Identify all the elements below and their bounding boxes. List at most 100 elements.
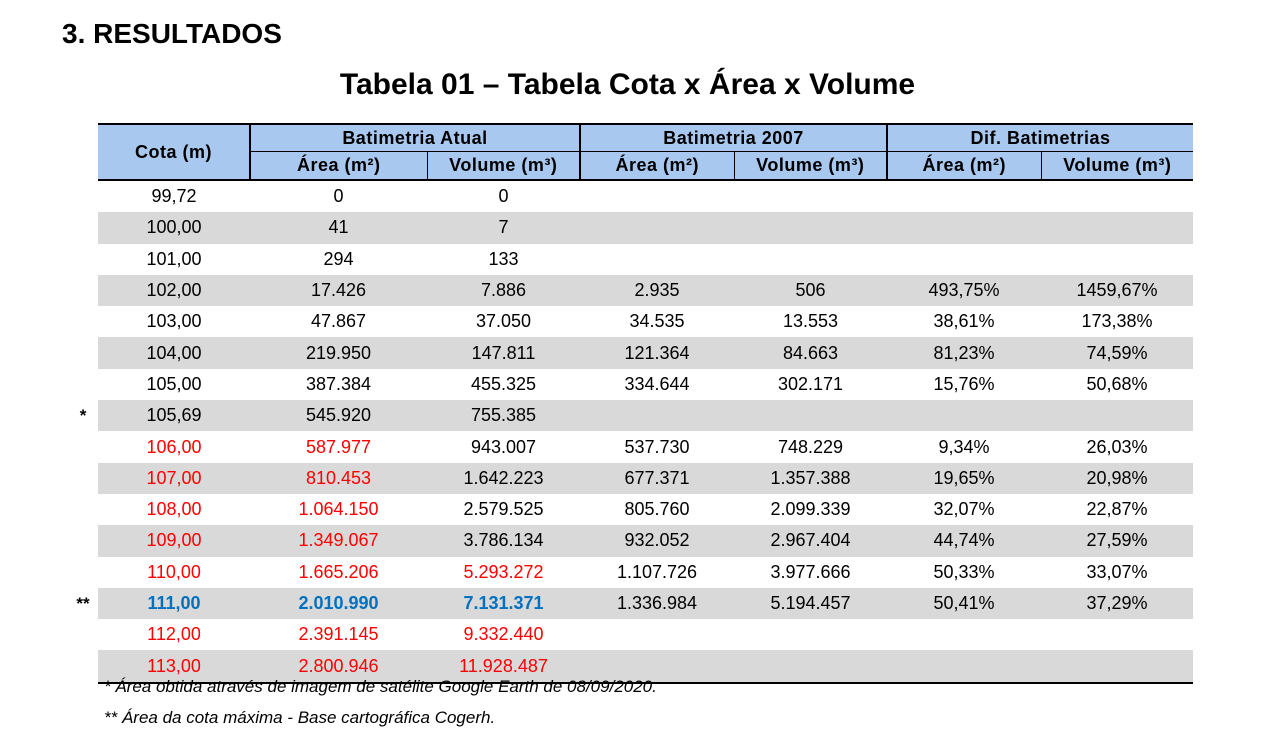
table-cell: 44,74% — [887, 525, 1042, 557]
table-cell: 13.553 — [782, 311, 839, 332]
table-cell: 147.811 — [427, 337, 580, 369]
table-cell — [887, 180, 1041, 212]
table-cell: 84.663 — [734, 337, 888, 369]
table-cell — [887, 400, 1042, 432]
table-cell: 133 — [488, 248, 519, 269]
cota-area-volume-table: Cota (m) Batimetria Atual Batimetria 200… — [98, 123, 1194, 684]
table-cell: 11.928.487 — [427, 650, 580, 684]
table-body: 99,72 0 0 100,00 41 7 101,00 294 133 102,00 17.426… — [98, 180, 1194, 684]
table-cell: 22,87% — [1086, 499, 1148, 520]
table-cell — [734, 400, 888, 432]
table-cell: 19,65% — [887, 462, 1042, 494]
table-cell: 587.977 — [305, 436, 372, 457]
table-cell: 493,75% — [887, 274, 1042, 307]
table-cell: 1.642.223 — [427, 462, 580, 494]
header-area-dif: Área (m²) — [886, 151, 1042, 181]
table-cell: 17.426 — [250, 274, 427, 307]
table-cell: 32,07% — [933, 499, 995, 520]
table-cell: 1.107.726 — [616, 561, 698, 582]
table-cell: 1.349.067 — [250, 525, 427, 557]
table-cell: 1.357.388 — [734, 462, 888, 494]
table-cell: 1.064.150 — [298, 499, 379, 520]
table-row: 113,00 2.800.946 11.928.487 — [98, 650, 1194, 684]
table-cell — [580, 650, 734, 684]
header-volume-atual: Volume (m³) — [426, 151, 580, 181]
header-group-batimetria-2007: Batimetria 2007 — [578, 123, 888, 152]
table-row: 99,72 0 0 — [98, 180, 1193, 212]
table-cell: 3.977.666 — [770, 561, 851, 582]
table-cell: 7.131.371 — [427, 587, 580, 620]
table-cell: 302.171 — [777, 373, 844, 394]
table-cell — [734, 212, 888, 244]
header-volume-2007: Volume (m³) — [733, 151, 888, 181]
table-cell — [580, 400, 734, 432]
table-cell: 106,00 — [146, 436, 202, 457]
table-row: 108,00 1.064.150 2.579.525 805.760 2.099.339… — [98, 494, 1193, 525]
table-cell: 755.385 — [427, 400, 580, 432]
table-cell — [1041, 244, 1193, 275]
table-cell — [1041, 650, 1194, 684]
table-cell: 74,59% — [1041, 337, 1194, 369]
table-cell: 38,61% — [933, 311, 995, 332]
table-cell — [580, 619, 734, 650]
table-row: 105,69 545.920 755.385 — [98, 400, 1194, 432]
table-row: 112,00 2.391.145 9.332.440 — [98, 619, 1193, 650]
table-cell — [1041, 400, 1194, 432]
table-cell: 112,00 — [147, 624, 201, 645]
table-cell: 15,76% — [933, 373, 995, 394]
table-cell: 37.050 — [475, 311, 532, 332]
header-volume-dif: Volume (m³) — [1040, 151, 1194, 181]
table-cell: 2.800.946 — [250, 650, 427, 684]
table-cell: 105,00 — [146, 373, 202, 394]
table-cell: 545.920 — [250, 400, 427, 432]
table-cell: 334.644 — [624, 373, 690, 394]
table-cell: 3.786.134 — [427, 525, 580, 557]
table-cell: 537.730 — [624, 436, 690, 457]
table-cell: 173,38% — [1081, 311, 1153, 332]
table-cell — [887, 650, 1042, 684]
table-cell: 50,68% — [1086, 373, 1148, 394]
table-cell: 219.950 — [250, 337, 427, 369]
table-cell: 105,69 — [98, 400, 250, 432]
table-cell: 113,00 — [98, 650, 250, 684]
header-group-batimetria-atual: Batimetria Atual — [249, 123, 580, 152]
table-cell: 108,00 — [146, 499, 202, 520]
table-cell: 1459,67% — [1041, 274, 1194, 307]
table-cell — [734, 244, 887, 275]
table-row: 107,00 810.453 1.642.223 677.371 1.357.388 19… — [98, 462, 1194, 494]
table-cell: 47.867 — [310, 311, 367, 332]
table-cell: 0 — [333, 186, 344, 207]
table-row: 109,00 1.349.067 3.786.134 932.052 2.967.404… — [98, 525, 1194, 557]
table-cell: 932.052 — [580, 525, 734, 557]
table-cell — [734, 180, 887, 212]
footnote-satellite: * Área obtida através de imagem de satél… — [104, 677, 657, 696]
row-marker: * — [79, 405, 87, 425]
table-cell — [887, 244, 1041, 275]
table-cell: 104,00 — [98, 337, 250, 369]
section-title: 3. RESULTADOS — [62, 18, 282, 49]
table-cell: 7.886 — [427, 274, 580, 307]
table-cell: 33,07% — [1086, 561, 1148, 582]
table-cell: 2.010.990 — [250, 587, 427, 620]
table-cell: 103,00 — [146, 311, 202, 332]
table-row: 105,00 387.384 455.325 334.644 302.171 15,76%… — [98, 369, 1193, 400]
table-cell: 5.293.272 — [463, 561, 544, 582]
table-cell: 27,59% — [1041, 525, 1194, 557]
table-cell: 2.579.525 — [463, 499, 544, 520]
table-cell: 455.325 — [470, 373, 537, 394]
row-marker: ** — [76, 593, 90, 613]
table-title: Tabela 01 – Tabela Cota x Área x Volume — [0, 68, 1267, 102]
table-cell — [1041, 619, 1193, 650]
table-cell: 26,03% — [1086, 436, 1148, 457]
table-cell: 101,00 — [146, 248, 202, 269]
table-cell: 9,34% — [938, 436, 990, 457]
table-cell: 7 — [427, 212, 580, 244]
table-cell: 81,23% — [887, 337, 1042, 369]
table-cell: 50,33% — [933, 561, 995, 582]
table-cell: 102,00 — [98, 274, 250, 307]
table-cell: 748.229 — [777, 436, 844, 457]
table-cell: 41 — [250, 212, 427, 244]
table-row: 104,00 219.950 147.811 121.364 84.663 81,23% 7… — [98, 337, 1194, 369]
table-cell: 387.384 — [305, 373, 372, 394]
table-cell: 810.453 — [250, 462, 427, 494]
